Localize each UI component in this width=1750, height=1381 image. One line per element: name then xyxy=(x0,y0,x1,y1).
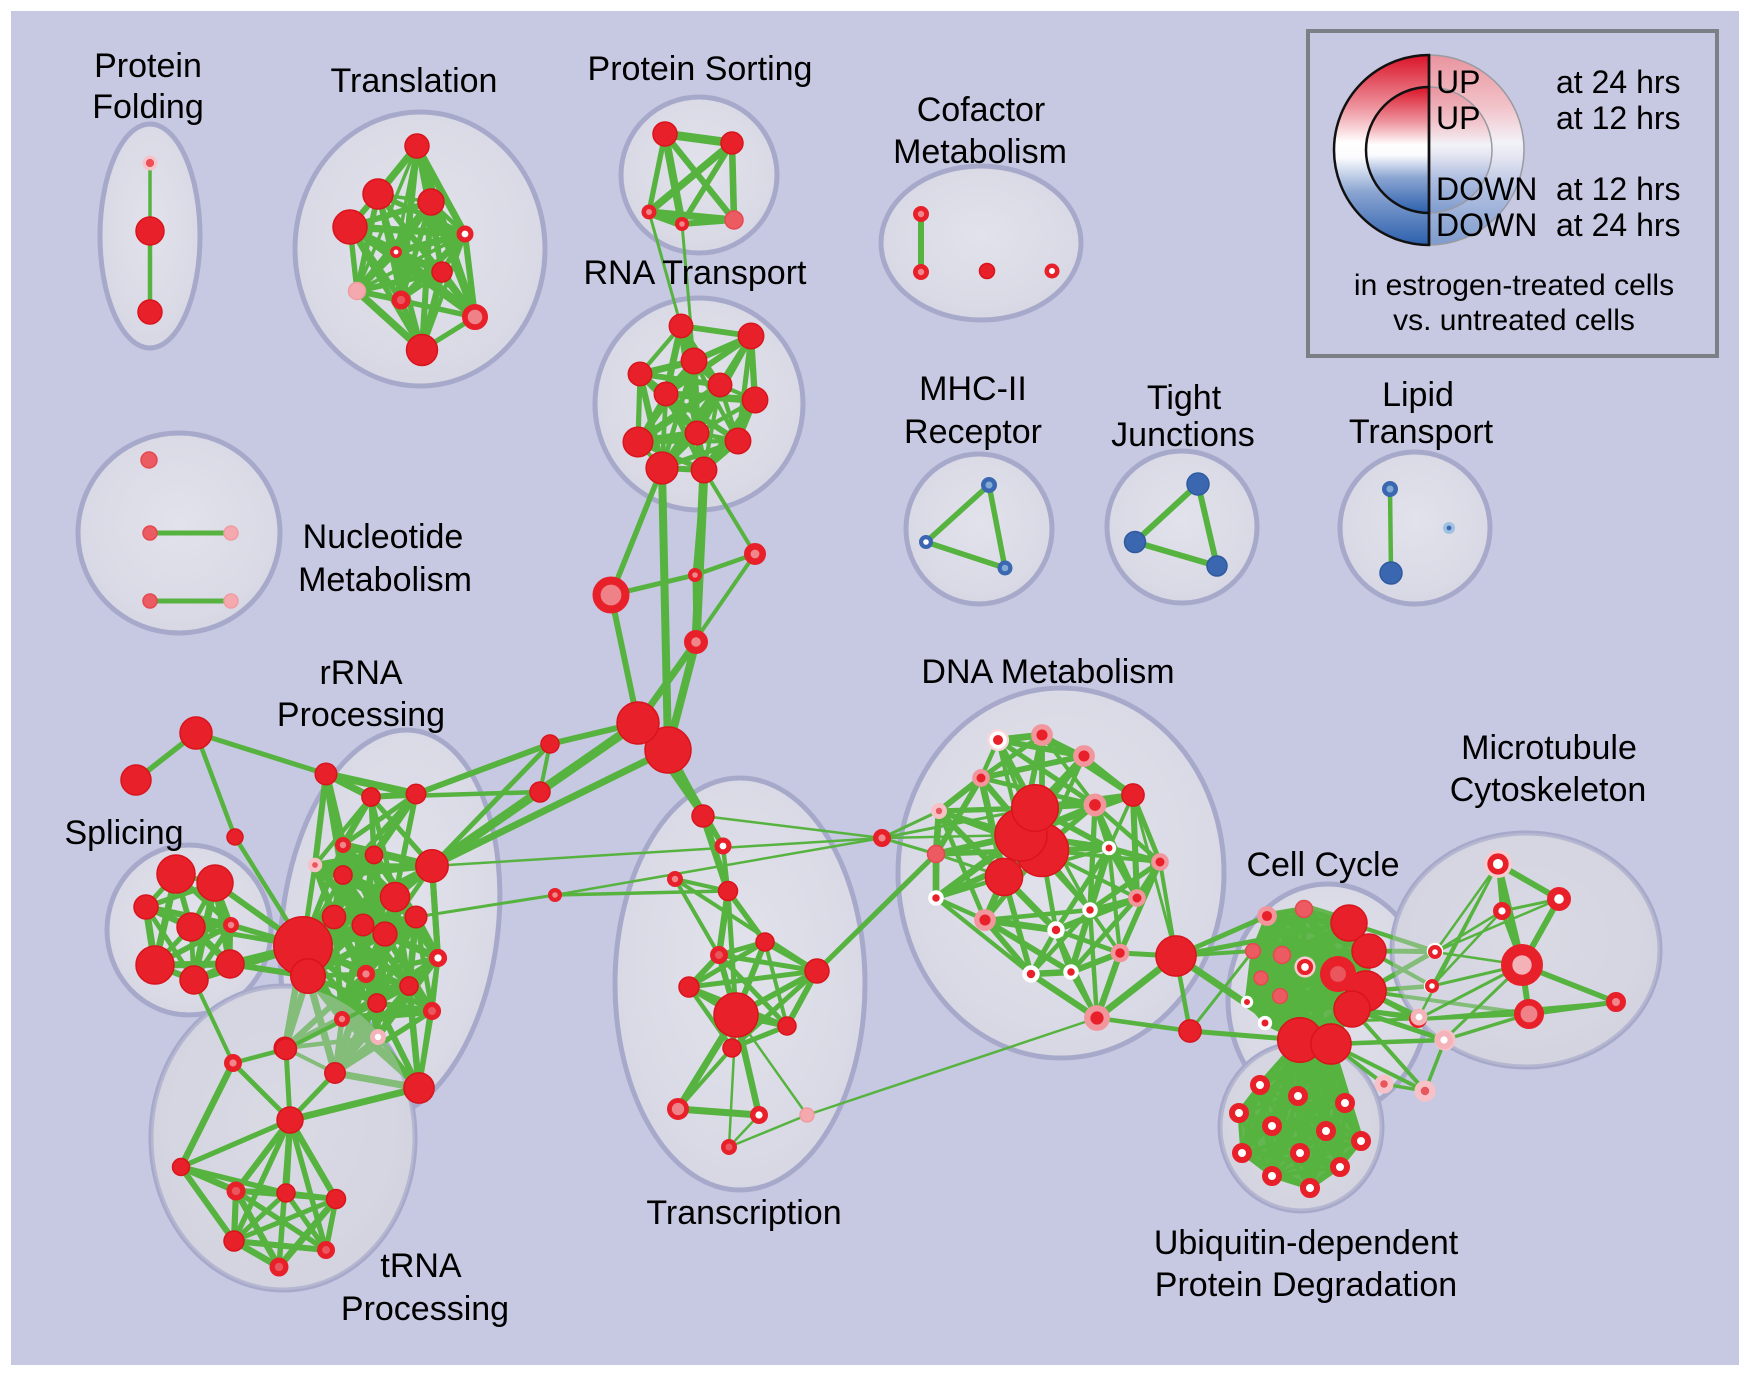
svg-text:Receptor: Receptor xyxy=(904,413,1042,451)
svg-text:vs. untreated cells: vs. untreated cells xyxy=(1393,304,1635,337)
svg-text:tRNA: tRNA xyxy=(380,1247,462,1285)
svg-text:Metabolism: Metabolism xyxy=(893,133,1067,171)
svg-text:at 12 hrs: at 12 hrs xyxy=(1556,171,1681,207)
svg-text:Transport: Transport xyxy=(1349,413,1494,451)
svg-text:Splicing: Splicing xyxy=(64,814,183,852)
svg-text:Tight: Tight xyxy=(1147,379,1222,417)
svg-text:Nucleotide: Nucleotide xyxy=(303,518,464,556)
svg-text:Cofactor: Cofactor xyxy=(917,91,1046,129)
svg-text:Cytoskeleton: Cytoskeleton xyxy=(1450,771,1647,809)
svg-text:at 24 hrs: at 24 hrs xyxy=(1556,207,1681,243)
svg-text:Ubiquitin-dependent: Ubiquitin-dependent xyxy=(1154,1224,1459,1262)
svg-text:Junctions: Junctions xyxy=(1111,416,1255,454)
svg-text:Protein Sorting: Protein Sorting xyxy=(588,50,813,88)
svg-text:Protein: Protein xyxy=(94,47,202,85)
svg-text:Processing: Processing xyxy=(277,696,445,734)
svg-text:Folding: Folding xyxy=(92,88,204,126)
svg-text:at 12 hrs: at 12 hrs xyxy=(1556,100,1681,136)
svg-text:Protein Degradation: Protein Degradation xyxy=(1155,1266,1457,1304)
svg-text:DOWN: DOWN xyxy=(1436,171,1537,207)
svg-text:Translation: Translation xyxy=(331,62,498,100)
svg-text:Processing: Processing xyxy=(341,1290,509,1328)
svg-text:UP: UP xyxy=(1436,64,1480,100)
svg-text:Lipid: Lipid xyxy=(1382,376,1454,414)
svg-text:rRNA: rRNA xyxy=(319,654,402,692)
svg-text:UP: UP xyxy=(1436,100,1480,136)
svg-text:in estrogen-treated cells: in estrogen-treated cells xyxy=(1354,269,1674,302)
svg-text:at 24 hrs: at 24 hrs xyxy=(1556,64,1681,100)
svg-text:DNA Metabolism: DNA Metabolism xyxy=(921,653,1174,691)
svg-text:Metabolism: Metabolism xyxy=(298,561,472,599)
svg-text:Microtubule: Microtubule xyxy=(1461,729,1637,767)
svg-text:Cell Cycle: Cell Cycle xyxy=(1246,846,1399,884)
svg-text:DOWN: DOWN xyxy=(1436,207,1537,243)
svg-text:MHC-II: MHC-II xyxy=(919,370,1027,408)
svg-text:Transcription: Transcription xyxy=(646,1194,841,1232)
svg-text:RNA Transport: RNA Transport xyxy=(584,254,808,292)
